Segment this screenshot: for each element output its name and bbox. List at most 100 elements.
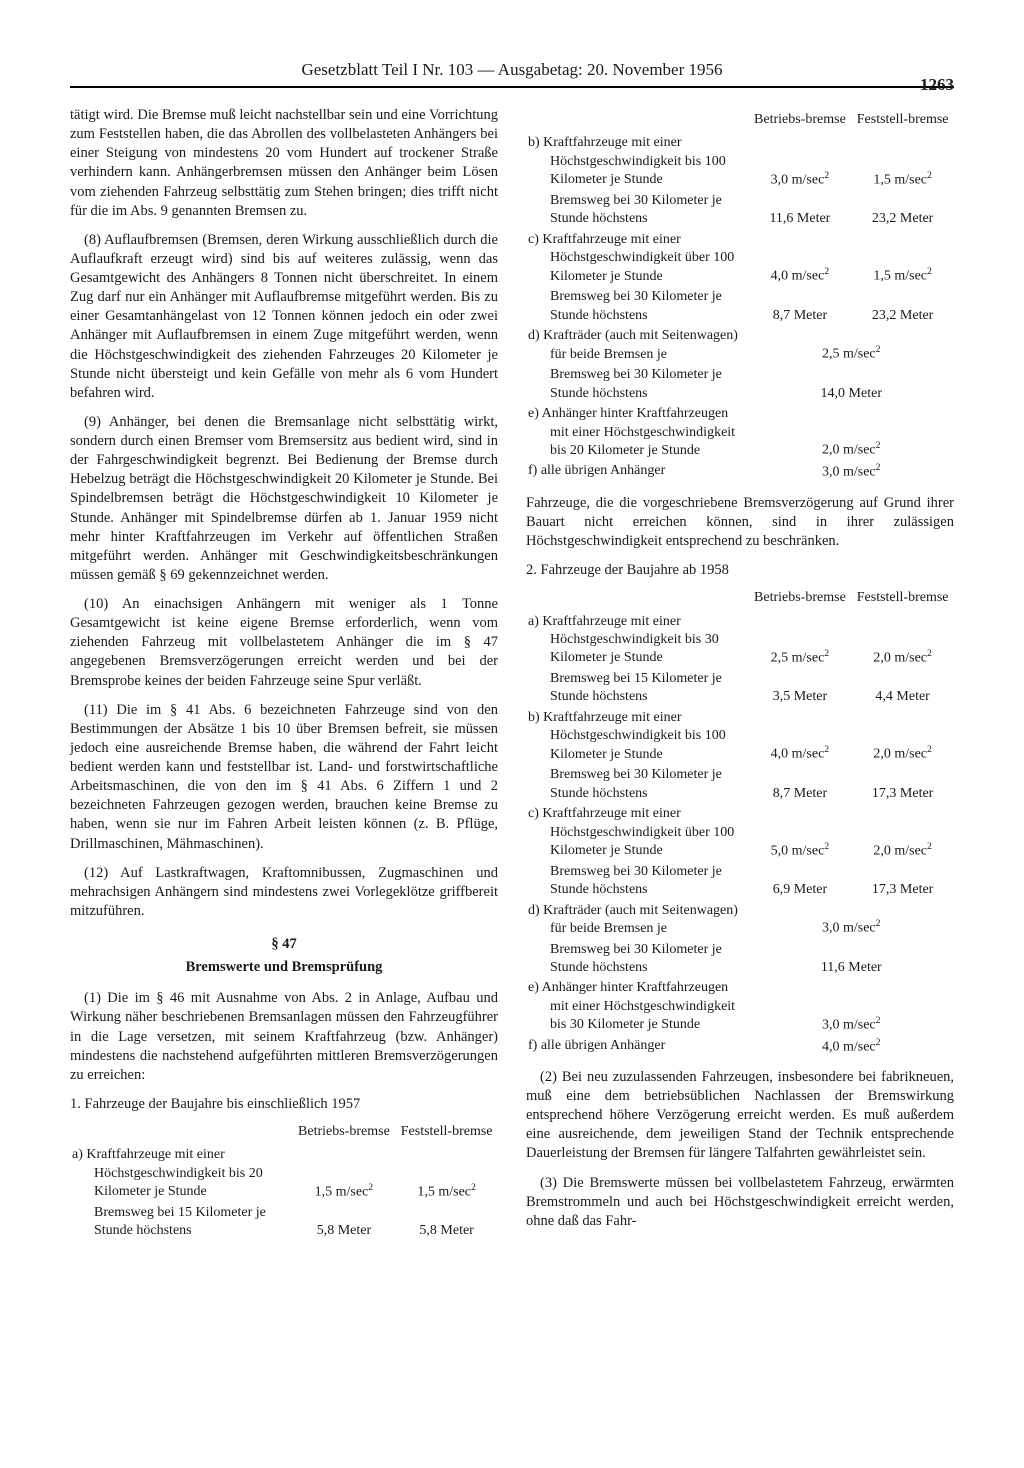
row-label: a) Kraftfahrzeuge mit einer Höchstgeschw…: [72, 1146, 291, 1201]
table-row: a) Kraftfahrzeuge mit einer Höchstgeschw…: [70, 1145, 498, 1202]
table-row: e) Anhänger hinter Kraftfahrzeugen mit e…: [526, 404, 954, 461]
page-number: 1263: [920, 75, 954, 95]
cell: 17,3 Meter: [851, 765, 954, 804]
left-column: tätigt wird. Die Bremse muß leicht nachs…: [70, 106, 498, 1252]
row-label: Bremsweg bei 30 Kilometer je Stunde höch…: [528, 941, 747, 978]
page-header: Gesetzblatt Teil I Nr. 103 — Ausgabetag:…: [70, 60, 954, 88]
cell: 23,2 Meter: [851, 191, 954, 230]
row-label: Bremsweg bei 15 Kilometer je Stunde höch…: [72, 1204, 291, 1241]
cell: 8,7 Meter: [749, 287, 852, 326]
row-label: d) Krafträder (auch mit Seitenwagen) für…: [528, 902, 747, 939]
cell: 23,2 Meter: [851, 287, 954, 326]
cell: 2,0 m/sec2: [851, 804, 954, 861]
row-label: Bremsweg bei 30 Kilometer je Stunde höch…: [528, 192, 747, 229]
row-label: b) Kraftfahrzeuge mit einer Höchstgeschw…: [528, 709, 747, 764]
col-betriebsbremse: Betriebs-bremse: [749, 588, 852, 611]
para-47-3: (3) Die Bremswerte müssen bei vollbelast…: [526, 1174, 954, 1231]
col-betriebsbremse: Betriebs-bremse: [293, 1122, 396, 1145]
row-label: d) Krafträder (auch mit Seitenwagen) für…: [528, 327, 747, 364]
para-47-2: (2) Bei neu zuzulassenden Fahrzeugen, in…: [526, 1068, 954, 1164]
cell: 4,0 m/sec2: [749, 708, 852, 765]
brake-table-1957-cont: Betriebs-bremse Feststell-bremse b) Kraf…: [526, 110, 954, 484]
cell: 14,0 Meter: [749, 365, 954, 404]
row-label: Bremsweg bei 30 Kilometer je Stunde höch…: [528, 766, 747, 803]
cell: 2,0 m/sec2: [749, 404, 954, 461]
cell: 3,0 m/sec2: [749, 133, 852, 190]
cell: 3,0 m/sec2: [749, 978, 954, 1035]
row-label: Bremsweg bei 30 Kilometer je Stunde höch…: [528, 288, 747, 325]
table-row: Bremsweg bei 30 Kilometer je Stunde höch…: [526, 287, 954, 326]
cell: 2,0 m/sec2: [851, 708, 954, 765]
table-row: Bremsweg bei 30 Kilometer je Stunde höch…: [526, 765, 954, 804]
cell: 4,4 Meter: [851, 669, 954, 708]
para-8: (8) Auflaufbremsen (Bremsen, deren Wirku…: [70, 231, 498, 403]
col-feststellbremse: Feststell-bremse: [851, 110, 954, 133]
table-row: Bremsweg bei 30 Kilometer je Stunde höch…: [526, 191, 954, 230]
cell: 3,5 Meter: [749, 669, 852, 708]
col-feststellbremse: Feststell-bremse: [851, 588, 954, 611]
row-label: b) Kraftfahrzeuge mit einer Höchstgeschw…: [528, 134, 747, 189]
cell: 11,6 Meter: [749, 191, 852, 230]
para-cont: tätigt wird. Die Bremse muß leicht nachs…: [70, 106, 498, 221]
cell: 2,5 m/sec2: [749, 612, 852, 669]
brake-table-1958: Betriebs-bremse Feststell-bremse a) Kraf…: [526, 588, 954, 1058]
list-heading-1: 1. Fahrzeuge der Baujahre bis einschließ…: [70, 1095, 498, 1114]
cell: 8,7 Meter: [749, 765, 852, 804]
cell: 2,0 m/sec2: [851, 612, 954, 669]
cell: 11,6 Meter: [749, 940, 954, 979]
cell: 4,0 m/sec2: [749, 230, 852, 287]
row-label: f) alle übrigen Anhänger: [528, 462, 747, 480]
table-row: Bremsweg bei 30 Kilometer je Stunde höch…: [526, 940, 954, 979]
para-47-1: (1) Die im § 46 mit Ausnahme von Abs. 2 …: [70, 989, 498, 1085]
row-label: e) Anhänger hinter Kraftfahrzeugen mit e…: [528, 405, 747, 460]
para-11: (11) Die im § 41 Abs. 6 bezeichneten Fah…: [70, 701, 498, 854]
row-label: Bremsweg bei 15 Kilometer je Stunde höch…: [528, 670, 747, 707]
cell: 5,0 m/sec2: [749, 804, 852, 861]
table-row: d) Krafträder (auch mit Seitenwagen) für…: [526, 901, 954, 940]
table-row: f) alle übrigen Anhänger 3,0 m/sec2: [526, 461, 954, 483]
table-row: e) Anhänger hinter Kraftfahrzeugen mit e…: [526, 978, 954, 1035]
row-label: f) alle übrigen Anhänger: [528, 1037, 747, 1055]
cell: 1,5 m/sec2: [395, 1145, 498, 1202]
cell: 5,8 Meter: [293, 1203, 396, 1242]
table-row: Bremsweg bei 15 Kilometer je Stunde höch…: [70, 1203, 498, 1242]
table-row: c) Kraftfahrzeuge mit einer Höchstgeschw…: [526, 230, 954, 287]
col-betriebsbremse: Betriebs-bremse: [749, 110, 852, 133]
note-restriction: Fahrzeuge, die die vorgeschriebene Brems…: [526, 494, 954, 551]
cell: 6,9 Meter: [749, 862, 852, 901]
section-number: § 47: [70, 935, 498, 954]
table-row: f) alle übrigen Anhänger 4,0 m/sec2: [526, 1036, 954, 1058]
cell: 4,0 m/sec2: [749, 1036, 954, 1058]
row-label: c) Kraftfahrzeuge mit einer Höchstgeschw…: [528, 805, 747, 860]
row-label: Bremsweg bei 30 Kilometer je Stunde höch…: [528, 366, 747, 403]
col-feststellbremse: Feststell-bremse: [395, 1122, 498, 1145]
two-column-body: tätigt wird. Die Bremse muß leicht nachs…: [70, 106, 954, 1252]
table-row: b) Kraftfahrzeuge mit einer Höchstgeschw…: [526, 133, 954, 190]
table-row: d) Krafträder (auch mit Seitenwagen) für…: [526, 326, 954, 365]
table-row: c) Kraftfahrzeuge mit einer Höchstgeschw…: [526, 804, 954, 861]
brake-table-1957-start: Betriebs-bremse Feststell-bremse a) Kraf…: [70, 1122, 498, 1242]
cell: 1,5 m/sec2: [851, 133, 954, 190]
table-row: b) Kraftfahrzeuge mit einer Höchstgeschw…: [526, 708, 954, 765]
cell: 2,5 m/sec2: [749, 326, 954, 365]
cell: 1,5 m/sec2: [293, 1145, 396, 1202]
cell: 3,0 m/sec2: [749, 461, 954, 483]
para-10: (10) An einachsigen Anhängern mit wenige…: [70, 595, 498, 691]
row-label: e) Anhänger hinter Kraftfahrzeugen mit e…: [528, 979, 747, 1034]
row-label: c) Kraftfahrzeuge mit einer Höchstgeschw…: [528, 231, 747, 286]
cell: 17,3 Meter: [851, 862, 954, 901]
table-row: a) Kraftfahrzeuge mit einer Höchstgeschw…: [526, 612, 954, 669]
right-column: Betriebs-bremse Feststell-bremse b) Kraf…: [526, 106, 954, 1252]
para-9: (9) Anhänger, bei denen die Bremsanlage …: [70, 413, 498, 585]
list-heading-2: 2. Fahrzeuge der Baujahre ab 1958: [526, 561, 954, 580]
row-label: a) Kraftfahrzeuge mit einer Höchstgeschw…: [528, 613, 747, 668]
table-row: Bremsweg bei 30 Kilometer je Stunde höch…: [526, 862, 954, 901]
cell: 5,8 Meter: [395, 1203, 498, 1242]
row-label: Bremsweg bei 30 Kilometer je Stunde höch…: [528, 863, 747, 900]
table-row: Bremsweg bei 30 Kilometer je Stunde höch…: [526, 365, 954, 404]
para-12: (12) Auf Lastkraftwagen, Kraftomnibussen…: [70, 864, 498, 921]
cell: 3,0 m/sec2: [749, 901, 954, 940]
header-title: Gesetzblatt Teil I Nr. 103 — Ausgabetag:…: [301, 60, 722, 80]
table-row: Bremsweg bei 15 Kilometer je Stunde höch…: [526, 669, 954, 708]
section-title: Bremswerte und Bremsprüfung: [70, 958, 498, 977]
